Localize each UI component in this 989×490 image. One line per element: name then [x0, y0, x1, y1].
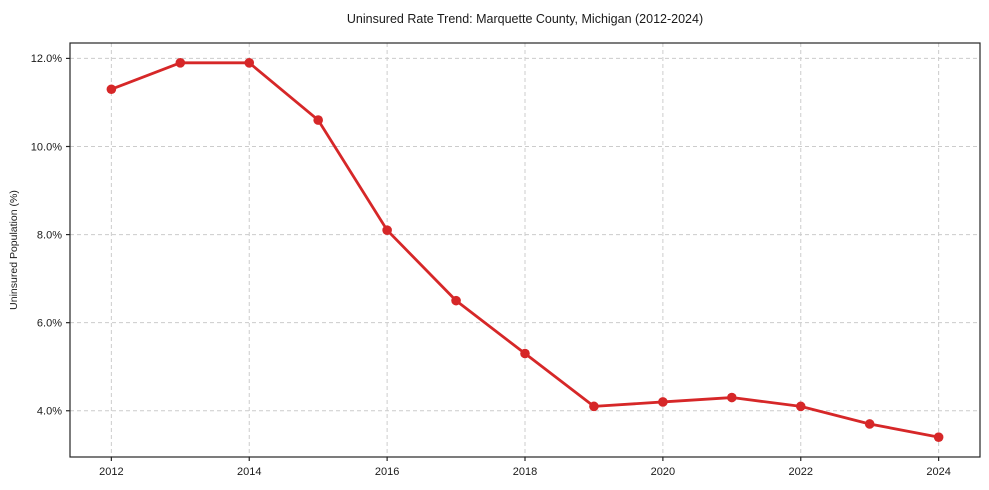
x-tick-label: 2024 [926, 466, 950, 478]
x-tick-label: 2014 [237, 466, 261, 478]
data-point [175, 58, 186, 68]
x-tick-label: 2016 [375, 466, 399, 478]
data-point [451, 295, 461, 306]
chart-title: Uninsured Rate Trend: Marquette County, … [346, 12, 704, 26]
data-point [658, 397, 668, 407]
data-point [727, 392, 737, 403]
y-tick-label: 4.0% [37, 406, 62, 418]
x-tick-label: 2012 [99, 466, 123, 478]
data-point [313, 115, 323, 125]
data-point [589, 401, 599, 412]
data-point [795, 401, 806, 412]
data-point [933, 432, 944, 442]
data-point [382, 225, 392, 235]
x-tick-label: 2018 [513, 466, 537, 478]
y-tick-label: 6.0% [37, 317, 62, 329]
y-tick-label: 10.0% [31, 141, 62, 153]
data-point [864, 419, 875, 429]
x-tick-label: 2022 [789, 466, 813, 478]
y-tick-label: 8.0% [37, 229, 62, 241]
data-point [244, 58, 255, 68]
x-tick-label: 2020 [651, 466, 675, 478]
data-point [520, 348, 530, 359]
data-point [106, 84, 117, 95]
y-tick-label: 12.0% [31, 53, 62, 65]
